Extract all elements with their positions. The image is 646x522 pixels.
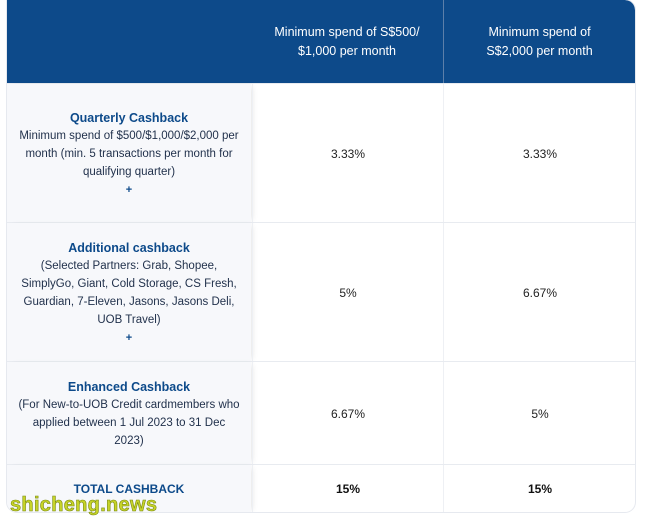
site-watermark: shicheng.news xyxy=(10,494,158,517)
total-value: 15% xyxy=(252,465,443,512)
row-title: Quarterly Cashback xyxy=(69,110,189,125)
header-col-500-1000: Minimum spend of S$500/ $1,000 per month xyxy=(274,24,420,58)
total-label: TOTAL CASHBACK xyxy=(73,482,185,496)
row-description: (Selected Partners: Grab, Shopee, Simply… xyxy=(21,259,237,326)
table-row-additional: Additional cashback (Selected Partners: … xyxy=(7,222,635,362)
cell-value: 5% xyxy=(443,362,635,465)
cell-value: 6.67% xyxy=(252,362,443,465)
row-label: Quarterly Cashback Minimum spend of $500… xyxy=(7,84,251,223)
table-row-quarterly: Quarterly Cashback Minimum spend of $500… xyxy=(7,83,635,223)
cell-value: 6.67% xyxy=(443,223,635,362)
total-value: 15% xyxy=(443,465,635,512)
row-label: TOTAL CASHBACK xyxy=(7,465,251,512)
row-label: Enhanced Cashback (For New-to-UOB Credit… xyxy=(7,362,251,465)
plus-sign: + xyxy=(125,331,133,344)
row-title: Enhanced Cashback xyxy=(67,379,191,394)
table-row-enhanced: Enhanced Cashback (For New-to-UOB Credit… xyxy=(7,361,635,465)
plus-sign: + xyxy=(125,183,133,196)
cell-value: 3.33% xyxy=(443,84,635,223)
header-col-2000: Minimum spend of S$2,000 per month xyxy=(486,24,593,58)
cell-value: 5% xyxy=(252,223,443,362)
cashback-table: Minimum spend of S$500/ $1,000 per month… xyxy=(7,0,635,512)
row-title: Additional cashback xyxy=(68,240,190,255)
table-header: Minimum spend of S$500/ $1,000 per month… xyxy=(7,0,635,83)
header-divider xyxy=(443,0,444,83)
cell-value: 3.33% xyxy=(252,84,443,223)
row-description: Minimum spend of $500/$1,000/$2,000 per … xyxy=(19,129,239,178)
row-label: Additional cashback (Selected Partners: … xyxy=(7,223,251,362)
row-description: (For New-to-UOB Credit cardmembers who a… xyxy=(18,398,240,447)
table-row-total: TOTAL CASHBACK 15% 15% xyxy=(7,464,635,512)
